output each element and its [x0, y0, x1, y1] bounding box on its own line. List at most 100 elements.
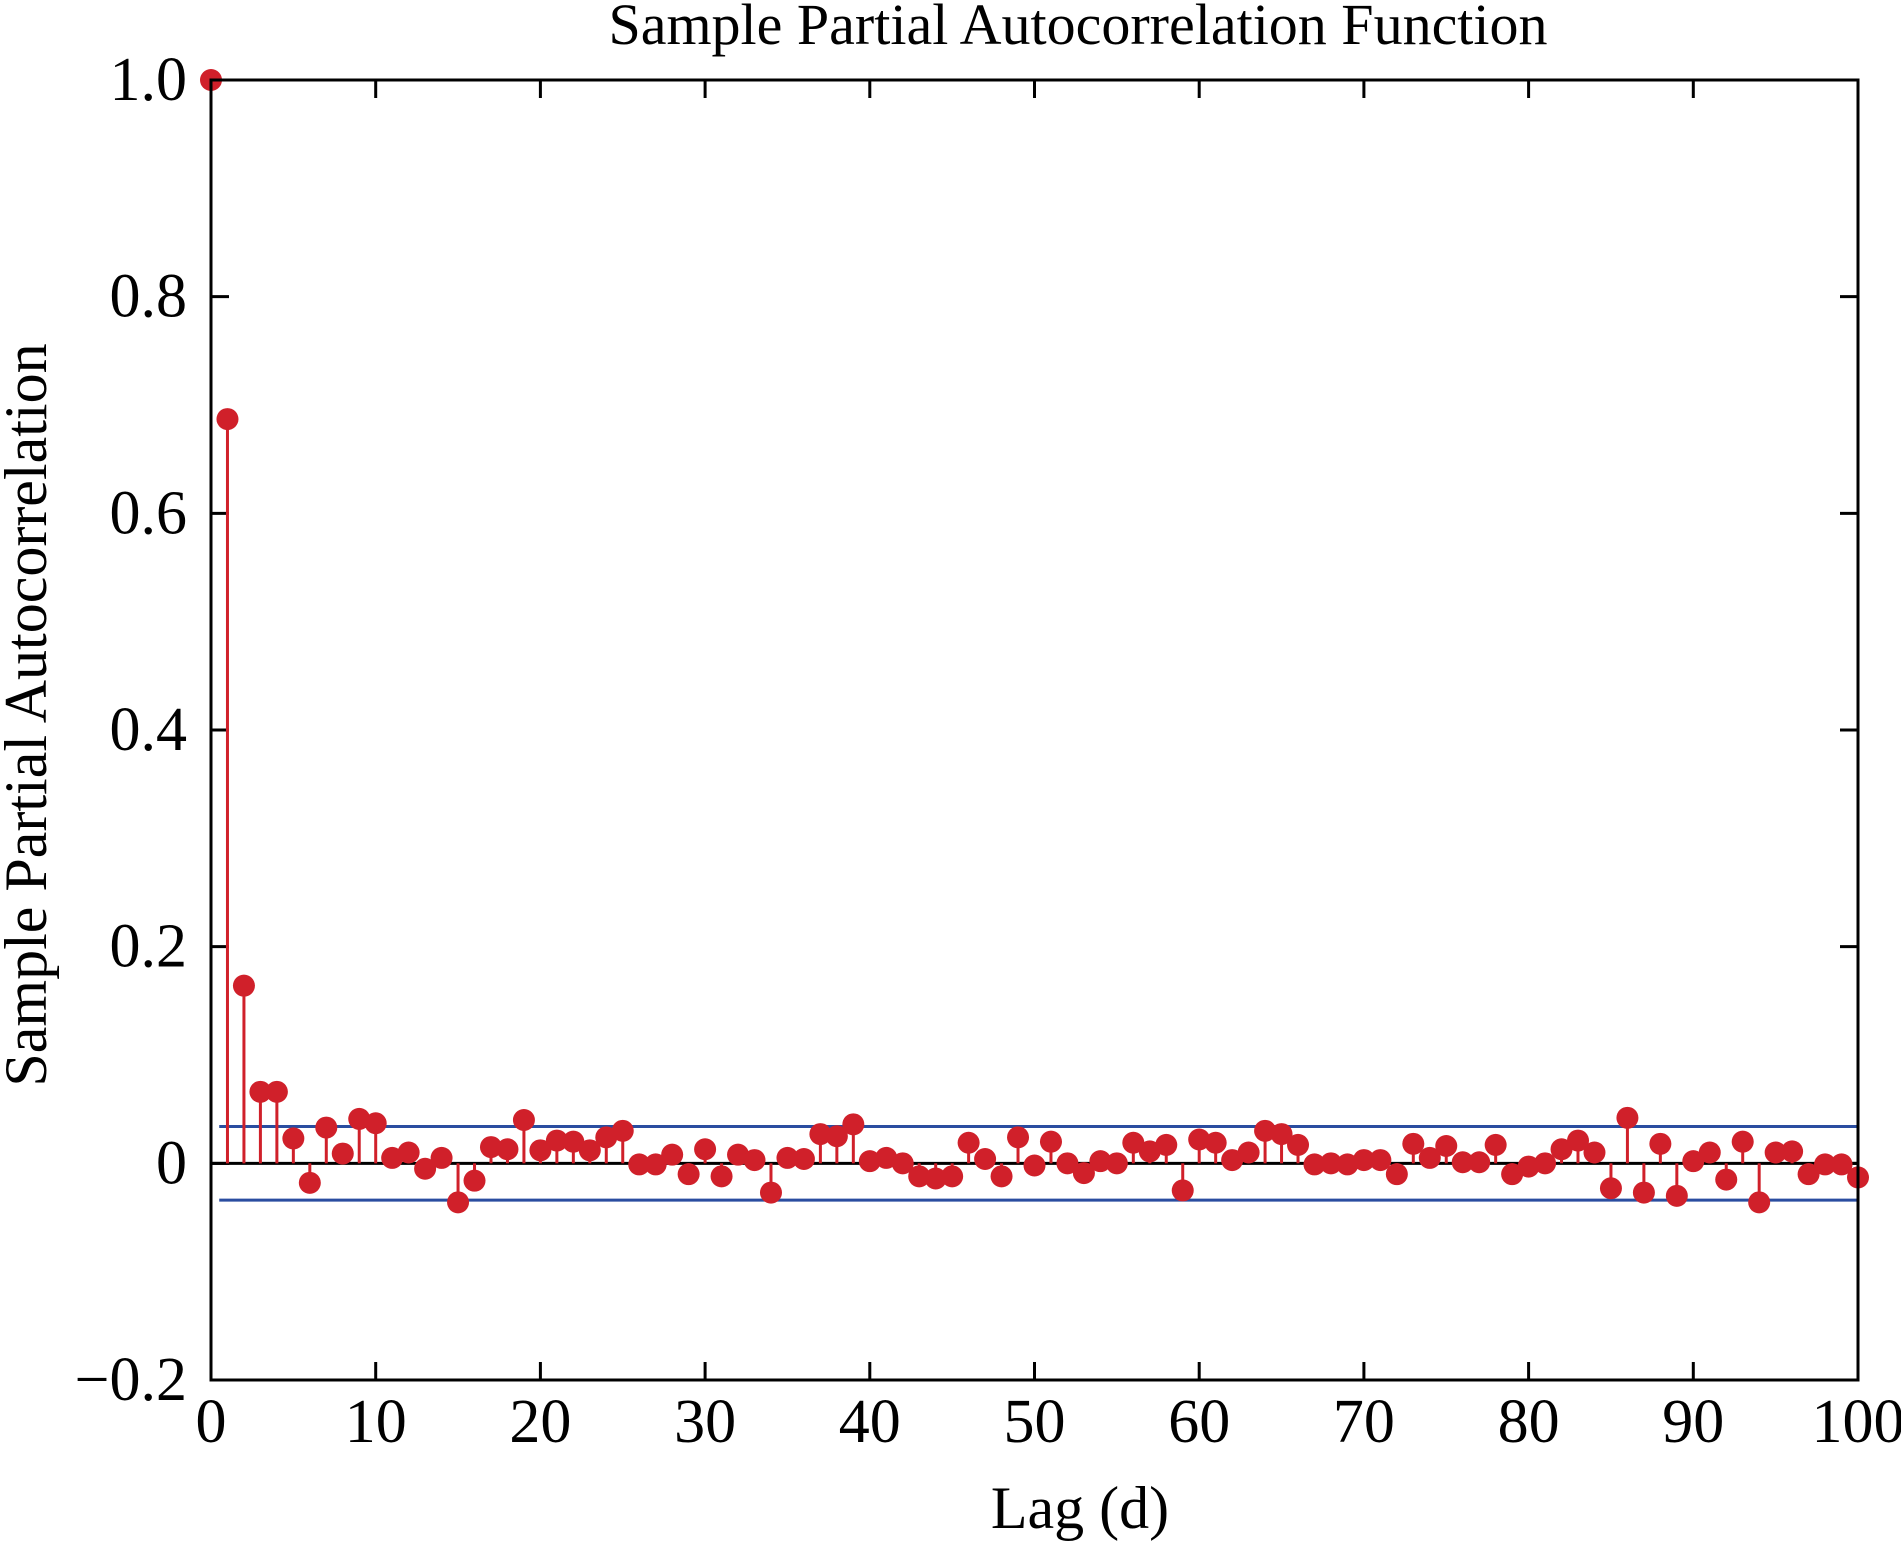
stem-marker: [1599, 1177, 1622, 1200]
stem-marker: [595, 1126, 618, 1149]
markers: [200, 69, 1869, 1214]
x-tick-label: 50: [1004, 1388, 1066, 1456]
stem-marker: [1501, 1163, 1524, 1186]
stems: [209, 80, 1860, 1203]
stem-marker: [578, 1139, 601, 1162]
y-tick-label: 1.0: [110, 46, 188, 114]
stem-marker: [1435, 1135, 1458, 1157]
stem-marker: [265, 1080, 288, 1103]
x-tick-label: 90: [1662, 1388, 1724, 1456]
stem-marker: [1336, 1153, 1359, 1176]
y-tick-label: 0: [156, 1129, 187, 1197]
y-axis-label: Sample Partial Autocorrelation: [0, 343, 59, 1086]
stem-marker: [661, 1143, 684, 1166]
stem-marker: [298, 1171, 321, 1194]
x-tick-label: 0: [196, 1388, 227, 1456]
stem-marker: [1369, 1149, 1392, 1172]
stem-marker: [908, 1165, 931, 1188]
stem-marker: [397, 1141, 420, 1164]
stem-marker: [1731, 1130, 1754, 1153]
stem-marker: [1319, 1152, 1342, 1175]
stem-marker: [1468, 1151, 1491, 1174]
stem-marker: [891, 1152, 914, 1175]
stem-marker: [743, 1149, 766, 1172]
stem-marker: [430, 1146, 453, 1169]
stem-marker: [1402, 1132, 1425, 1155]
stem-marker: [545, 1129, 568, 1152]
y-tick-label: 0.2: [110, 913, 188, 981]
stem-marker: [1237, 1141, 1260, 1164]
stem-marker: [1649, 1132, 1672, 1155]
stem-marker: [529, 1139, 552, 1162]
stem-marker: [1665, 1184, 1688, 1207]
stem-marker: [1830, 1153, 1853, 1176]
stem-marker: [792, 1148, 815, 1170]
stem-marker: [1418, 1146, 1441, 1169]
stem-marker: [644, 1153, 667, 1176]
stem-marker: [1221, 1149, 1244, 1172]
confidence-bounds: [219, 1125, 1858, 1202]
stem-marker: [1616, 1106, 1639, 1129]
x-axis-label: Lag (d): [991, 1475, 1169, 1541]
stem-marker: [677, 1163, 700, 1186]
x-tick-label: 30: [674, 1388, 736, 1456]
stem-marker: [1122, 1131, 1145, 1154]
stem-marker: [1254, 1119, 1277, 1142]
stem-marker: [628, 1153, 651, 1176]
stem-marker: [1385, 1163, 1408, 1186]
stem-marker: [710, 1165, 733, 1188]
stem-marker: [1764, 1141, 1787, 1164]
y-tick-labels: −0.2 0 0.2 0.4 0.6 0.8 1.0: [75, 46, 187, 1414]
stem-marker: [249, 1080, 272, 1103]
stem-marker: [1039, 1130, 1062, 1153]
y-tick-label: 0.8: [110, 263, 188, 331]
x-tick-label: 20: [509, 1388, 571, 1456]
y-tick-label: 0.6: [110, 479, 188, 547]
stem-marker: [1698, 1141, 1721, 1164]
stem-marker: [1056, 1152, 1079, 1175]
x-tick-label: 100: [1812, 1388, 1901, 1456]
stem-marker: [1138, 1140, 1161, 1163]
stem-marker: [957, 1131, 980, 1154]
x-tick-label: 10: [345, 1388, 407, 1456]
y-tick-label: 0.4: [110, 696, 188, 764]
stem-marker: [512, 1109, 535, 1131]
stem-marker: [364, 1112, 387, 1135]
stem-marker: [1072, 1162, 1095, 1185]
stem-marker: [1484, 1133, 1507, 1156]
stem-marker: [496, 1138, 519, 1161]
x-tick-label: 40: [839, 1388, 901, 1456]
stem-marker: [1517, 1155, 1540, 1178]
stem-marker: [974, 1148, 997, 1170]
chart-title: Sample Partial Autocorrelation Function: [608, 0, 1547, 57]
stem-marker: [924, 1167, 947, 1190]
stem-marker: [1781, 1140, 1804, 1163]
stem-marker: [941, 1165, 964, 1188]
plot-area: [209, 78, 1860, 1382]
stem-marker: [232, 974, 255, 997]
stem-marker: [414, 1157, 437, 1180]
stem-marker: [348, 1107, 371, 1130]
stem-marker: [1287, 1133, 1310, 1156]
stem-marker: [1352, 1149, 1375, 1172]
stem-marker: [611, 1119, 634, 1142]
stem-marker: [331, 1142, 354, 1165]
stem-marker: [216, 408, 239, 431]
stem-marker: [315, 1116, 338, 1139]
stem-marker: [1814, 1153, 1837, 1176]
stem-marker: [1270, 1123, 1293, 1146]
stem-marker: [809, 1123, 832, 1146]
stem-marker: [282, 1127, 305, 1150]
stem-marker: [1715, 1168, 1738, 1191]
stem-marker: [1550, 1138, 1573, 1161]
stem-marker: [447, 1191, 470, 1214]
stem-marker: [990, 1165, 1013, 1188]
stem-marker: [1303, 1153, 1326, 1176]
stem-marker: [694, 1138, 717, 1161]
y-tick-label: −0.2: [75, 1346, 187, 1414]
stem-marker: [842, 1113, 865, 1136]
stem-marker: [1204, 1131, 1227, 1154]
stem-marker: [562, 1130, 585, 1153]
stem-marker: [1583, 1141, 1606, 1164]
